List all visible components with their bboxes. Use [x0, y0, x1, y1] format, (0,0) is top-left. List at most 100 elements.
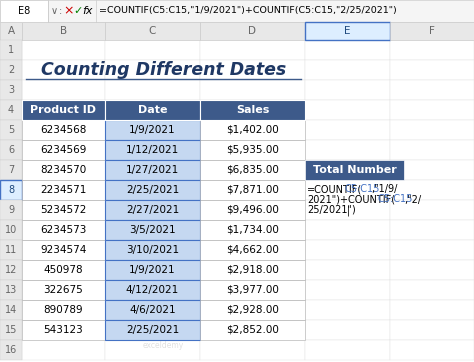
Bar: [200, 200, 305, 220]
Text: 5234572: 5234572: [40, 205, 87, 215]
Bar: [305, 280, 390, 300]
Text: :: :: [59, 6, 63, 16]
Text: 8234570: 8234570: [40, 165, 87, 175]
Bar: [105, 240, 200, 260]
Text: Counting Different Dates: Counting Different Dates: [41, 61, 286, 79]
Text: $2,918.00: $2,918.00: [226, 265, 279, 275]
Bar: [105, 300, 200, 320]
Bar: [200, 220, 305, 240]
Bar: [200, 240, 305, 260]
Bar: [305, 320, 390, 340]
Bar: [200, 40, 305, 60]
Bar: [390, 300, 474, 320]
Bar: [200, 320, 305, 340]
Bar: [105, 260, 200, 280]
Bar: [0, 280, 22, 300]
Bar: [105, 80, 200, 100]
Bar: [390, 180, 474, 200]
Text: 9: 9: [8, 205, 14, 215]
Bar: [0, 80, 22, 100]
Bar: [105, 160, 200, 180]
Bar: [0, 100, 22, 120]
Bar: [0, 160, 22, 180]
Text: 322675: 322675: [44, 285, 83, 295]
Text: 3: 3: [8, 85, 14, 95]
Bar: [390, 320, 474, 340]
Bar: [390, 140, 474, 160]
Bar: [22, 80, 105, 100]
Bar: [390, 120, 474, 140]
Text: A: A: [8, 26, 15, 36]
Text: F: F: [429, 26, 435, 36]
Bar: [200, 280, 305, 300]
Bar: [0, 0, 48, 22]
Bar: [0, 220, 22, 240]
Bar: [0, 180, 22, 200]
Text: 9234574: 9234574: [40, 245, 87, 255]
Bar: [105, 100, 200, 120]
Text: $1,402.00: $1,402.00: [226, 125, 279, 135]
Text: 2021")+COUNTIF(: 2021")+COUNTIF(: [307, 194, 395, 205]
Text: exceldemy: exceldemy: [143, 341, 184, 350]
Text: $6,835.00: $6,835.00: [226, 165, 279, 175]
Bar: [305, 80, 390, 100]
Bar: [22, 220, 105, 240]
Bar: [22, 120, 105, 140]
Text: 450978: 450978: [44, 265, 83, 275]
Text: ,"2/: ,"2/: [404, 194, 421, 205]
Bar: [390, 240, 474, 260]
Bar: [105, 240, 200, 260]
Bar: [200, 100, 305, 120]
Text: Sales: Sales: [236, 105, 269, 115]
Bar: [305, 40, 390, 60]
Text: ∨: ∨: [50, 6, 57, 16]
Bar: [0, 0, 474, 22]
Bar: [22, 200, 105, 220]
Bar: [0, 40, 22, 60]
Text: $2,928.00: $2,928.00: [226, 305, 279, 315]
Bar: [200, 180, 305, 200]
Text: D: D: [248, 26, 256, 36]
Text: 1/9/2021: 1/9/2021: [129, 265, 176, 275]
Bar: [105, 160, 200, 180]
Bar: [105, 280, 200, 300]
Text: 2/27/2021: 2/27/2021: [126, 205, 179, 215]
Text: 11: 11: [5, 245, 17, 255]
Bar: [22, 240, 105, 260]
Bar: [0, 22, 22, 40]
Bar: [390, 260, 474, 280]
Text: E: E: [344, 26, 351, 36]
Bar: [200, 180, 305, 200]
Bar: [0, 260, 22, 280]
Bar: [105, 200, 200, 220]
Text: $5,935.00: $5,935.00: [226, 145, 279, 155]
Bar: [200, 200, 305, 220]
Text: $3,977.00: $3,977.00: [226, 285, 279, 295]
Text: Total Number: Total Number: [313, 165, 396, 175]
Bar: [22, 240, 105, 260]
Text: $4,662.00: $4,662.00: [226, 245, 279, 255]
Text: 6234573: 6234573: [40, 225, 87, 235]
Bar: [0, 120, 22, 140]
Bar: [200, 60, 305, 80]
Bar: [22, 260, 105, 280]
Text: 5: 5: [8, 125, 14, 135]
Bar: [22, 280, 105, 300]
Text: ✓: ✓: [73, 6, 82, 16]
Bar: [200, 140, 305, 160]
Text: Product ID: Product ID: [30, 105, 97, 115]
Bar: [305, 200, 390, 220]
Bar: [105, 120, 200, 140]
Bar: [105, 40, 200, 60]
Bar: [22, 100, 105, 120]
Bar: [305, 340, 390, 360]
Bar: [390, 60, 474, 80]
Text: 543123: 543123: [44, 325, 83, 335]
Text: 1: 1: [8, 45, 14, 55]
Bar: [200, 140, 305, 160]
Bar: [305, 22, 390, 40]
Text: 4: 4: [8, 105, 14, 115]
Bar: [305, 180, 390, 200]
Bar: [22, 160, 105, 180]
Text: 3/5/2021: 3/5/2021: [129, 225, 176, 235]
